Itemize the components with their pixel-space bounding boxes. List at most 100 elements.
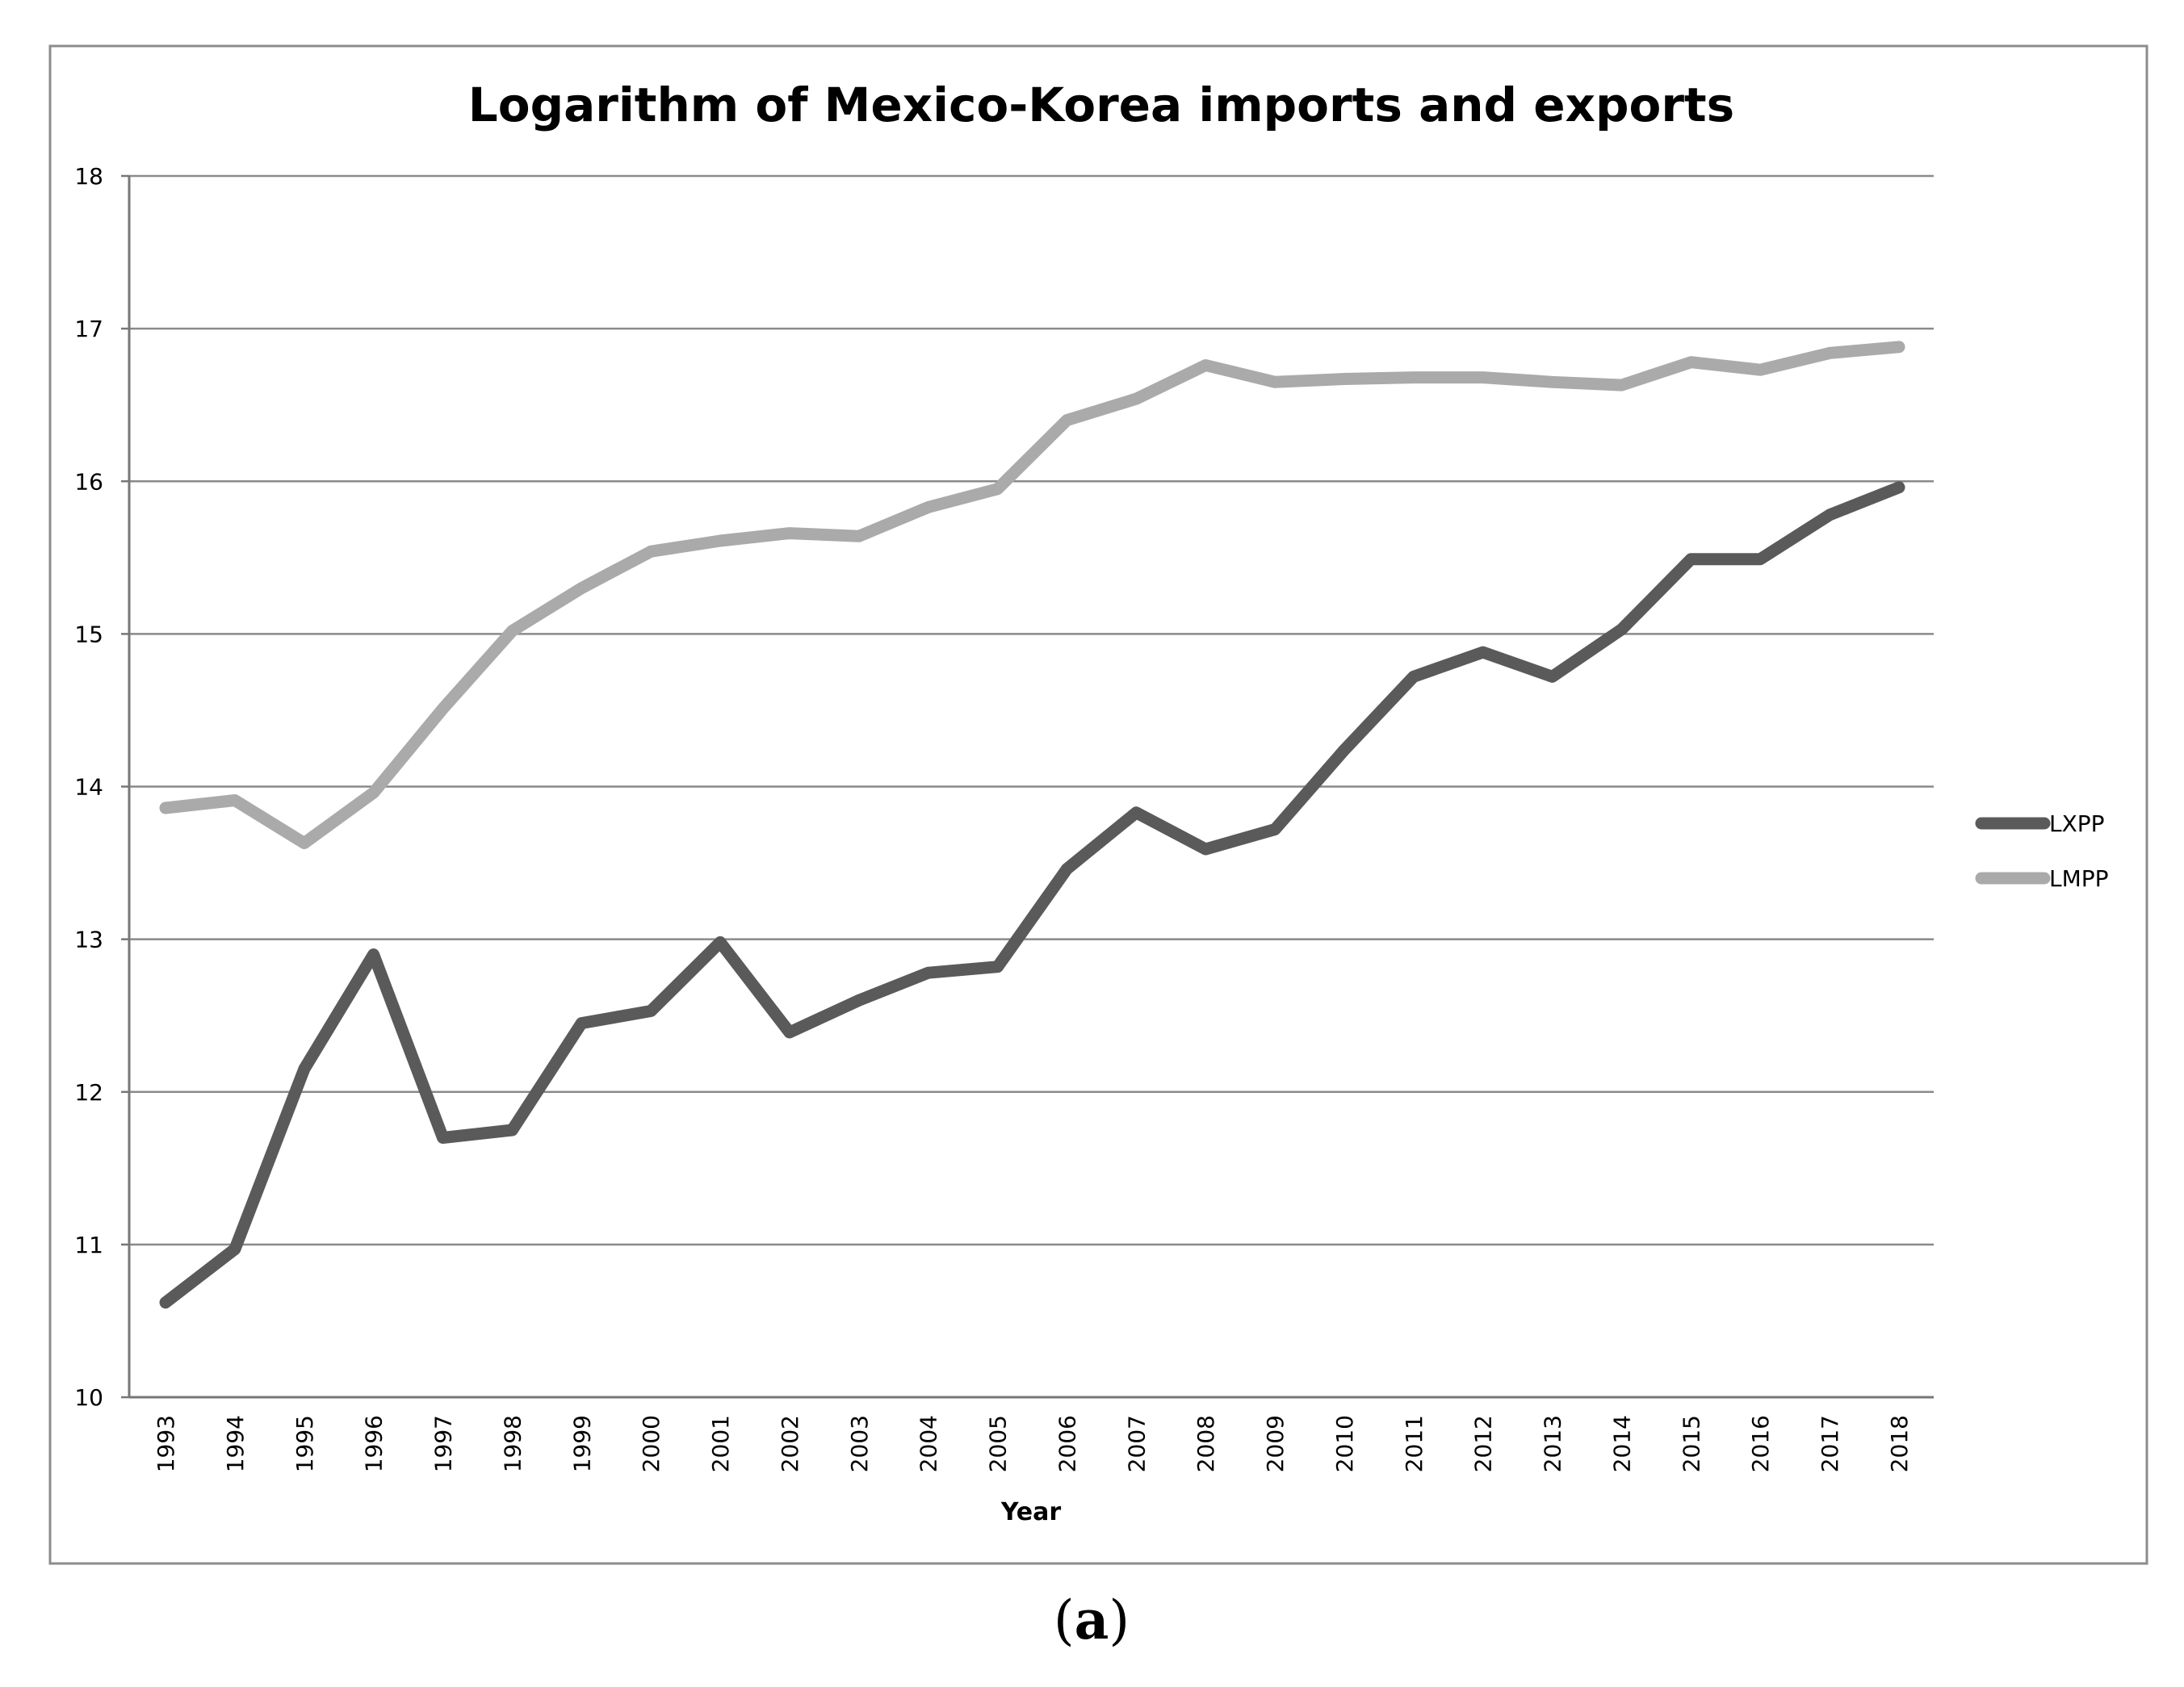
- data-point-lmpp: [1135, 398, 1138, 400]
- y-tick-label: 18: [74, 163, 103, 190]
- x-tick-label: 2014: [1608, 1415, 1635, 1472]
- x-tick-label: 2004: [916, 1415, 942, 1472]
- x-tick-label: 2016: [1747, 1415, 1774, 1472]
- y-tick-label: 15: [74, 621, 103, 647]
- data-point-lxpp: [372, 953, 375, 956]
- y-tick-label: 11: [74, 1232, 103, 1258]
- legend: LXPP LMPP: [1975, 810, 2109, 892]
- data-point-lmpp: [1205, 364, 1207, 366]
- x-tick-label: 2018: [1886, 1415, 1913, 1472]
- x-tick-label: 1996: [361, 1415, 388, 1472]
- y-axis: 10 11 12 13 14 15 16 17 18: [74, 163, 131, 1411]
- series-lxpp: [159, 481, 1905, 1309]
- data-point-lmpp: [1343, 378, 1345, 380]
- data-point-lmpp: [1066, 419, 1068, 421]
- x-tick-label: 2015: [1678, 1415, 1704, 1472]
- data-point-lmpp: [927, 506, 929, 509]
- data-point-lxpp: [1482, 651, 1484, 654]
- data-point-lxpp: [650, 1010, 652, 1012]
- data-point-lxpp: [927, 972, 929, 974]
- data-point-lmpp: [511, 630, 514, 632]
- data-point-lxpp: [233, 1248, 236, 1250]
- data-point-lmpp: [788, 532, 790, 534]
- data-point-lmpp: [372, 792, 375, 794]
- series-line-lmpp: [159, 341, 1905, 849]
- y-tick-label: 12: [74, 1079, 103, 1106]
- data-point-lmpp: [1620, 384, 1623, 387]
- x-tick-label: 2009: [1262, 1415, 1289, 1472]
- x-tick-label: 2008: [1193, 1415, 1219, 1472]
- data-point-lxpp: [1343, 749, 1345, 751]
- caption-close-paren: ): [1109, 1589, 1130, 1651]
- x-tick-label: 1997: [430, 1415, 457, 1472]
- data-point-lxpp: [788, 1031, 790, 1033]
- data-point-lmpp: [719, 540, 722, 542]
- data-point-lxpp: [996, 965, 999, 968]
- plot-area: [159, 341, 1905, 1309]
- legend-label: LMPP: [2049, 865, 2109, 892]
- data-point-lmpp: [857, 535, 860, 538]
- data-point-lxpp: [1759, 558, 1762, 560]
- x-tick-label: 2013: [1540, 1415, 1566, 1472]
- x-tick-label: 2002: [777, 1415, 803, 1472]
- x-tick-label: 2003: [846, 1415, 873, 1472]
- x-axis-title: Year: [1000, 1498, 1062, 1526]
- x-axis: 1993 1994 1995 1996 1997 1998 1999 2000 2001 2002…: [153, 1415, 1913, 1472]
- data-point-lxpp: [1274, 828, 1276, 831]
- figure-caption: (a): [1054, 1589, 1130, 1651]
- x-tick-label: 1995: [291, 1415, 318, 1472]
- y-tick-label: 17: [74, 316, 103, 342]
- y-tick-label: 10: [74, 1384, 103, 1411]
- x-tick-label: 1998: [499, 1415, 526, 1472]
- x-tick-label: 2010: [1331, 1415, 1358, 1472]
- data-point-lxpp: [442, 1137, 444, 1139]
- series-lmpp: [159, 341, 1905, 849]
- caption-open-paren: (: [1054, 1589, 1075, 1651]
- data-point-lmpp: [165, 806, 166, 809]
- series-line-lxpp: [159, 481, 1905, 1309]
- data-point-lxpp: [1829, 513, 1831, 516]
- data-point-lmpp: [442, 708, 444, 710]
- data-point-lmpp: [1274, 381, 1276, 383]
- data-point-lmpp: [1898, 345, 1900, 348]
- x-tick-label: 2017: [1817, 1415, 1843, 1472]
- data-point-lmpp: [1412, 376, 1415, 379]
- data-point-lxpp: [303, 1068, 305, 1070]
- legend-item-lmpp: LMPP: [1975, 865, 2109, 892]
- legend-label: LXPP: [2049, 810, 2105, 837]
- data-point-lmpp: [1690, 361, 1692, 363]
- x-tick-label: 2011: [1401, 1415, 1427, 1472]
- x-tick-label: 2005: [985, 1415, 1012, 1472]
- data-point-lmpp: [1482, 376, 1484, 379]
- x-tick-label: 2001: [707, 1415, 734, 1472]
- caption-letter: a: [1075, 1589, 1109, 1651]
- data-point-lmpp: [1759, 369, 1762, 371]
- data-point-lmpp: [1551, 381, 1553, 383]
- x-tick-label: 1993: [153, 1415, 179, 1472]
- data-point-lxpp: [1620, 628, 1623, 630]
- data-point-lxpp: [1898, 486, 1900, 488]
- data-point-lmpp: [996, 488, 999, 490]
- data-point-lmpp: [650, 550, 652, 553]
- y-tick-label: 13: [74, 927, 103, 953]
- x-tick-label: 2012: [1470, 1415, 1497, 1472]
- data-point-lxpp: [1690, 558, 1692, 560]
- y-tick-label: 16: [74, 468, 103, 495]
- data-point-lxpp: [1066, 868, 1068, 870]
- data-point-lxpp: [1551, 676, 1553, 678]
- data-point-lmpp: [1829, 352, 1831, 354]
- data-point-lmpp: [233, 799, 236, 802]
- chart-title: Logarithm of Mexico-Korea imports and ex…: [468, 77, 1734, 132]
- data-point-lxpp: [857, 999, 860, 1002]
- x-tick-label: 2000: [638, 1415, 664, 1472]
- gridlines: [129, 174, 1934, 1399]
- x-tick-label: 2006: [1054, 1415, 1080, 1472]
- data-point-lxpp: [581, 1022, 583, 1024]
- legend-item-lxpp: LXPP: [1975, 810, 2105, 837]
- data-point-lxpp: [1412, 676, 1415, 678]
- x-tick-label: 1994: [222, 1415, 249, 1472]
- data-point-lmpp: [303, 842, 305, 844]
- data-point-lxpp: [1205, 848, 1207, 851]
- data-point-lxpp: [1135, 811, 1138, 814]
